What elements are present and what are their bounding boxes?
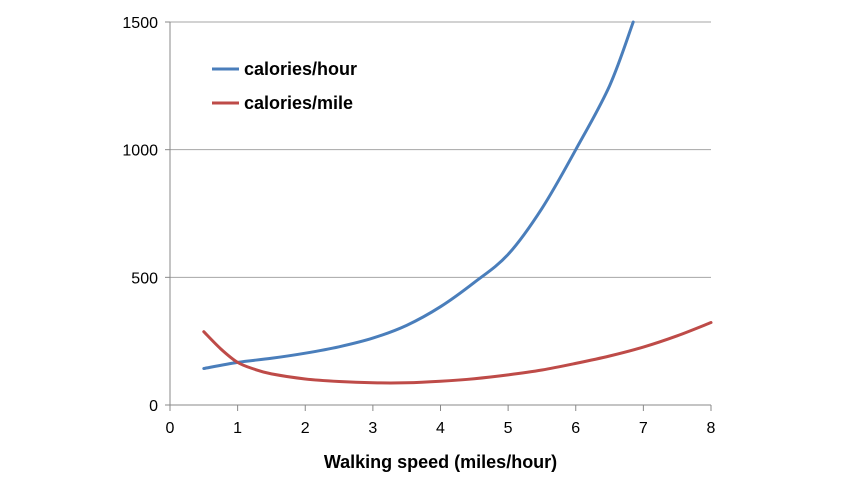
gridlines [170,21,711,278]
series-lines [202,20,713,385]
x-tick-label-5: 5 [504,420,513,437]
x-tick-label-0: 0 [166,420,175,437]
x-tick-label-4: 4 [436,420,445,437]
legend-label-calories-mile: calories/mile [244,93,353,113]
x-tick-label-3: 3 [368,420,377,437]
x-tick-label-7: 7 [639,420,648,437]
tick-labels: 0 500 1000 1500 0 1 2 3 4 5 6 7 8 [122,15,715,437]
x-tick-label-2: 2 [301,420,310,437]
series-line-calories-hour [202,20,635,370]
y-tick-label-1000: 1000 [122,143,158,160]
y-tick-label-0: 0 [149,398,158,415]
y-tick-label-500: 500 [131,270,158,287]
x-tick-label-8: 8 [707,420,716,437]
legend-label-calories-hour: calories/hour [244,59,357,79]
series-line-calories-mile [202,321,713,385]
y-tick-label-1500: 1500 [122,15,158,32]
legend: calories/hour calories/mile [212,59,357,113]
x-tick-label-1: 1 [233,420,242,437]
axes [165,21,712,411]
x-tick-label-6: 6 [571,420,580,437]
x-axis-title: Walking speed (miles/hour) [324,452,557,472]
